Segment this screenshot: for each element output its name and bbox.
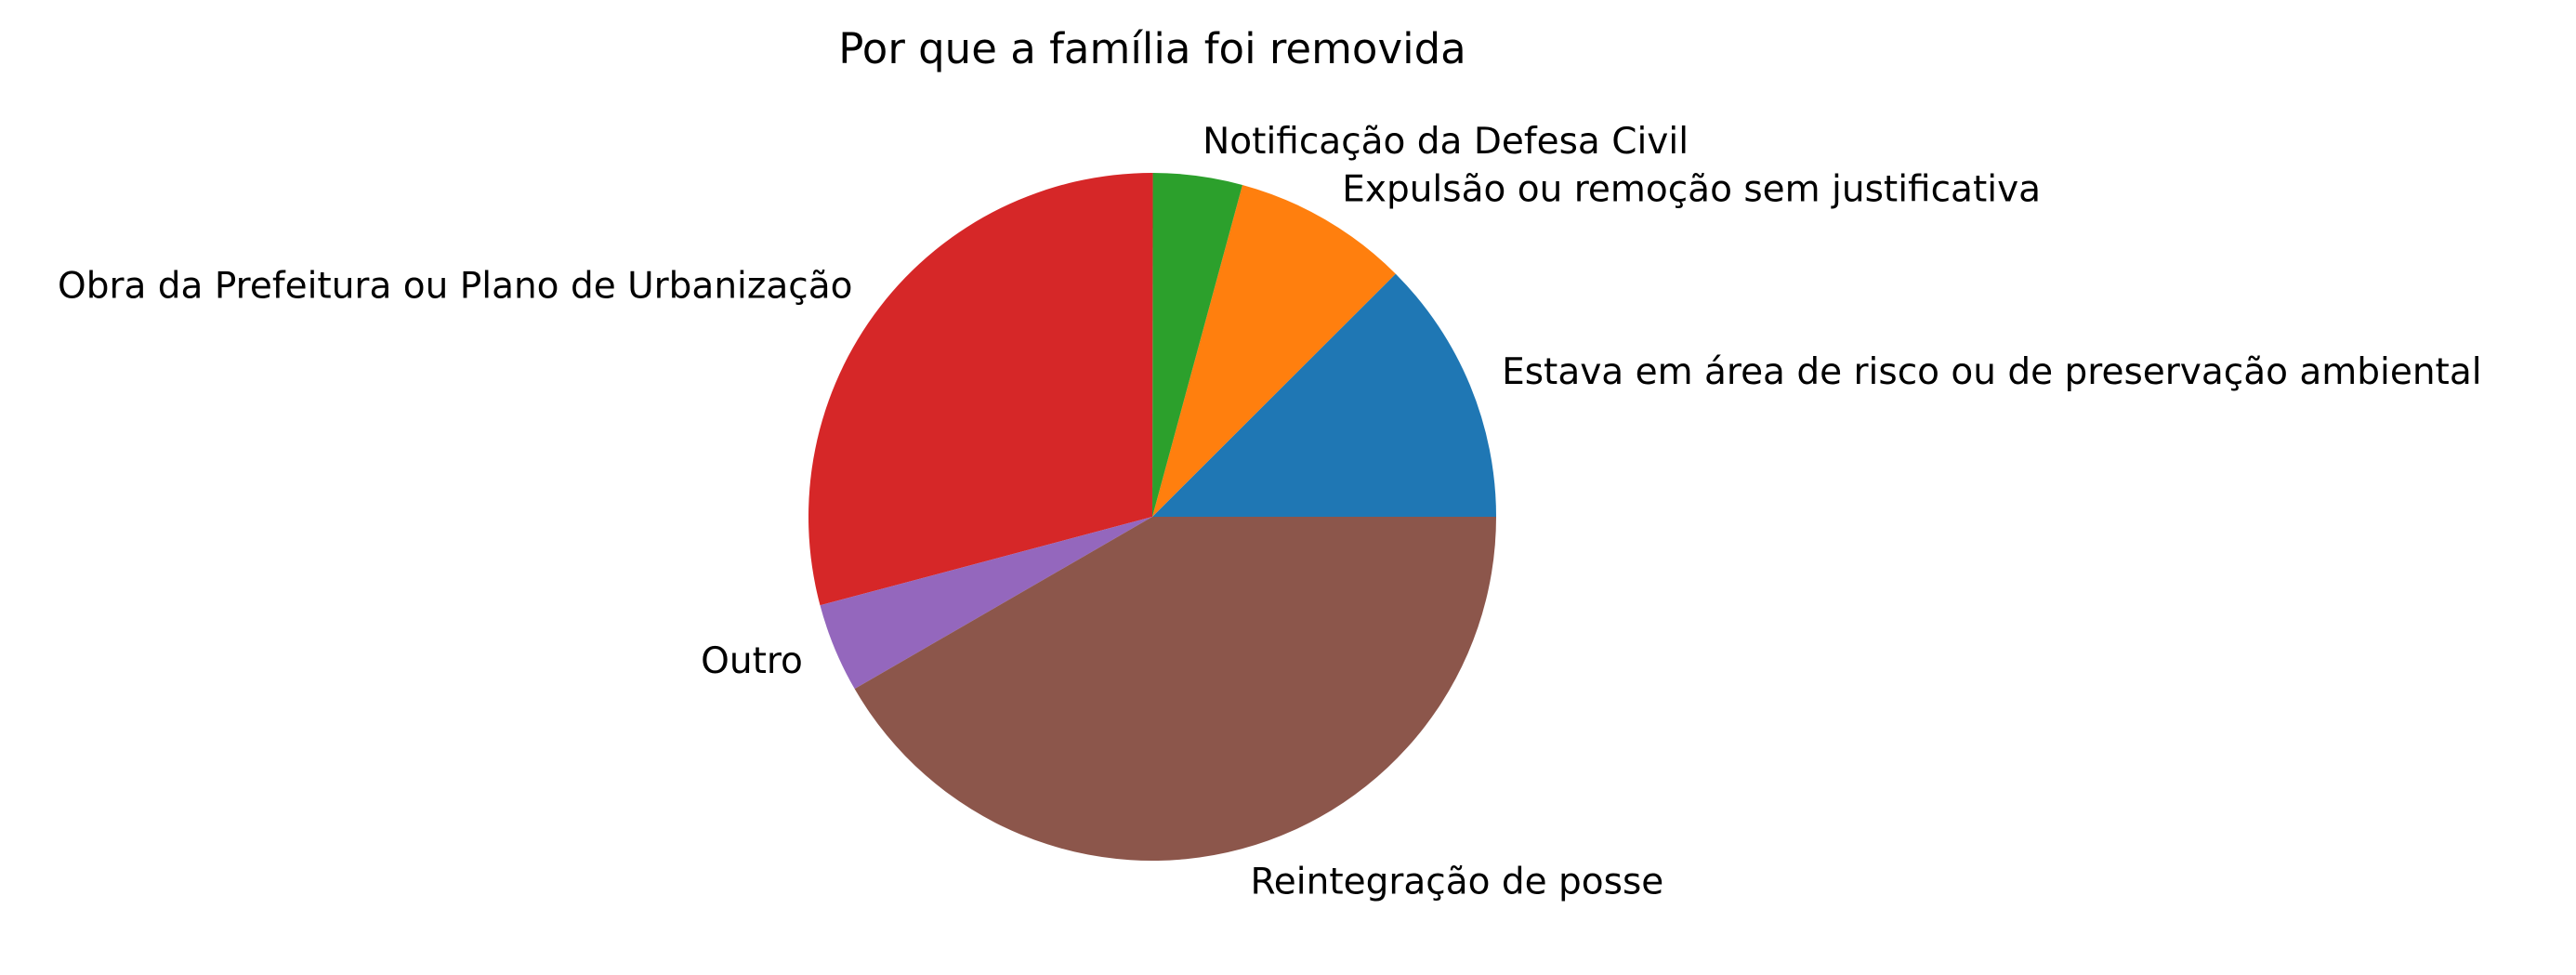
pie-labels: Estava em área de risco ou de preservaçã…	[58, 121, 2482, 903]
pie-label-4: Outro	[701, 640, 803, 682]
chart-title: Por que a família foi removida	[838, 24, 1465, 73]
pie-label-3: Obra da Prefeitura ou Plano de Urbanizaç…	[58, 265, 852, 307]
pie-label-1: Expulsão ou remoção sem justificativa	[1342, 168, 2041, 210]
pie-label-0: Estava em área de risco ou de preservaçã…	[1502, 351, 2482, 393]
pie-slices	[808, 172, 1496, 861]
pie-slice-3	[808, 172, 1153, 606]
pie-label-2: Notificação da Defesa Civil	[1203, 121, 1689, 163]
pie-slice-0	[1152, 273, 1496, 517]
pie-slice-4	[820, 517, 1152, 690]
pie-label-5: Reintegração de posse	[1250, 862, 1663, 903]
pie-slice-2	[1152, 173, 1242, 517]
pie-slice-1	[1152, 184, 1396, 517]
pie-slice-5	[854, 517, 1496, 861]
